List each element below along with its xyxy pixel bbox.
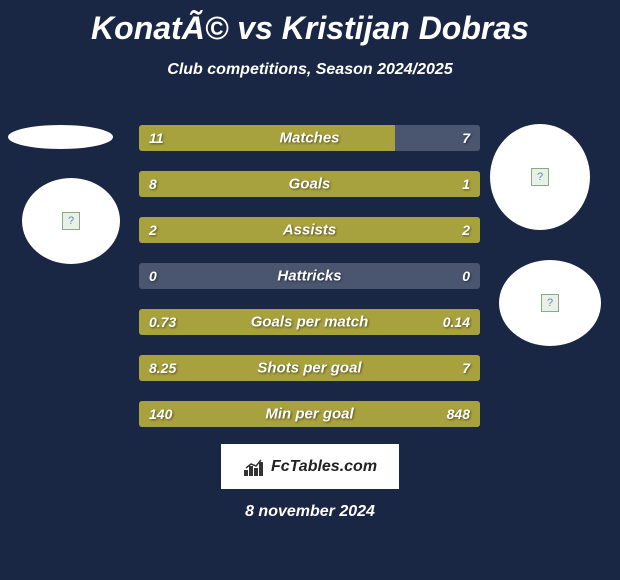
club-logo-placeholder-2: ?	[490, 124, 590, 230]
stat-label: Hattricks	[277, 268, 341, 285]
stat-bar-left	[139, 125, 395, 151]
stat-value-right: 7	[462, 130, 470, 146]
image-missing-icon: ?	[541, 294, 559, 312]
stat-value-right: 0	[462, 268, 470, 284]
stat-value-left: 8	[149, 176, 157, 192]
stat-row: 2 Assists 2	[139, 217, 480, 243]
stat-label: Goals	[289, 176, 331, 193]
stat-row: 8 Goals 1	[139, 171, 480, 197]
stat-value-left: 8.25	[149, 360, 176, 376]
page-title: KonatÃ© vs Kristijan Dobras	[0, 0, 620, 47]
club-logo-placeholder-1	[8, 125, 113, 149]
stat-value-left: 0.73	[149, 314, 176, 330]
fctables-logo: FcTables.com	[221, 444, 399, 489]
stat-row: 11 Matches 7	[139, 125, 480, 151]
stat-value-left: 140	[149, 406, 172, 422]
stat-value-right: 0.14	[443, 314, 470, 330]
stat-row: 140 Min per goal 848	[139, 401, 480, 427]
stat-value-left: 0	[149, 268, 157, 284]
player-avatar-placeholder-2: ?	[499, 260, 601, 346]
stat-value-right: 7	[462, 360, 470, 376]
logo-text: FcTables.com	[271, 458, 377, 476]
stat-label: Assists	[283, 222, 336, 239]
image-missing-icon: ?	[62, 212, 80, 230]
stat-value-left: 2	[149, 222, 157, 238]
image-missing-icon: ?	[531, 168, 549, 186]
stat-label: Min per goal	[265, 406, 353, 423]
stat-row: 0 Hattricks 0	[139, 263, 480, 289]
stat-label: Matches	[279, 130, 339, 147]
stats-container: 11 Matches 7 8 Goals 1 2 Assists 2 0 Hattricks 0 0.7…	[139, 125, 480, 447]
player-avatar-placeholder-1: ?	[22, 178, 120, 264]
stat-label: Goals per match	[251, 314, 369, 331]
stat-bar-left	[139, 171, 402, 197]
stat-value-right: 1	[462, 176, 470, 192]
chart-icon	[243, 458, 267, 476]
page-subtitle: Club competitions, Season 2024/2025	[0, 61, 620, 79]
stat-label: Shots per goal	[257, 360, 361, 377]
stat-row: 0.73 Goals per match 0.14	[139, 309, 480, 335]
footer-date: 8 november 2024	[245, 503, 375, 521]
stat-value-right: 848	[447, 406, 470, 422]
stat-value-left: 11	[149, 130, 164, 146]
stat-value-right: 2	[462, 222, 470, 238]
stat-row: 8.25 Shots per goal 7	[139, 355, 480, 381]
